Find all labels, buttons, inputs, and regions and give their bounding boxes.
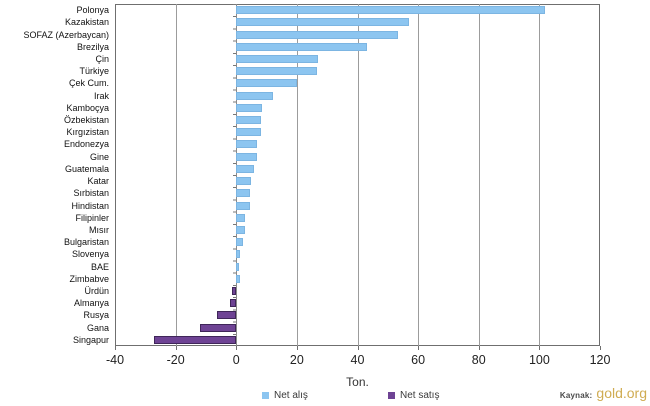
category-label-22: BAE <box>90 261 109 272</box>
x-tick-label-60: 60 <box>411 353 426 367</box>
bar-kambo-ya <box>236 103 263 112</box>
category-label-12: Endonezya <box>63 139 109 150</box>
category-label-13: Gine <box>89 151 109 162</box>
x-tick-mark-40 <box>358 346 359 350</box>
x-tick-label-0: 0 <box>232 353 240 367</box>
bar-s-rbistan <box>236 189 250 198</box>
category-label-21: Slovenya <box>71 249 109 260</box>
bar-brezilya <box>236 42 367 51</box>
bar--ek-cum- <box>236 79 297 88</box>
x-tick-label--40: -40 <box>105 353 125 367</box>
x-tick-label-80: 80 <box>471 353 486 367</box>
category-label-14: Guatemala <box>64 163 109 174</box>
category-label-11: Kırgızistan <box>66 127 109 138</box>
x-tick-label--20: -20 <box>166 353 185 367</box>
legend-label-net-alis: Net alış <box>274 390 308 401</box>
category-label-3: SOFAZ (Azerbaycan) <box>23 29 109 40</box>
bar-polonya <box>236 6 546 15</box>
category-label-4: Brezilya <box>76 41 109 52</box>
bar-almanya <box>230 299 237 308</box>
x-axis-title: Ton. <box>346 375 369 389</box>
category-label-20: Bulgaristan <box>63 237 109 248</box>
bar-gana <box>199 323 237 332</box>
bar-sofaz-azerbaycan- <box>236 30 399 39</box>
bar-irak <box>236 91 273 100</box>
category-label-24: Ürdün <box>84 286 109 297</box>
net-satis-swatch <box>388 392 395 399</box>
category-label-16: Sırbistan <box>73 188 109 199</box>
zero-axis-row-ticks <box>232 4 236 346</box>
gridline-20 <box>296 4 298 346</box>
bar-endonezya <box>236 140 258 149</box>
category-label-6: Türkiye <box>79 66 109 77</box>
x-tick-mark--20 <box>176 346 177 350</box>
bar-guatemala <box>236 164 255 173</box>
bar-t-rkiye <box>236 67 317 76</box>
category-label-26: Rusya <box>83 310 109 321</box>
category-label-18: Filipinler <box>75 212 109 223</box>
legend-item-net-satis: Net satış <box>388 390 439 401</box>
zero-axis-line <box>235 4 237 346</box>
category-label-1: Polonya <box>76 5 109 16</box>
bar-m-s-r <box>236 225 245 234</box>
bar--rd-n <box>232 287 237 296</box>
category-label-10: Özbekistan <box>63 115 109 126</box>
legend-item-net-alis: Net alış <box>262 390 308 401</box>
bar-slovenya <box>236 250 240 259</box>
category-label-15: Katar <box>87 176 109 187</box>
gridline-60 <box>417 4 419 346</box>
bar-bae <box>236 262 240 271</box>
category-label-28: Singapur <box>72 334 109 345</box>
x-tick-label-40: 40 <box>350 353 365 367</box>
source-prefix-label: Kaynak: <box>559 391 593 400</box>
category-label-23: Zimbabve <box>69 273 109 284</box>
category-label-17: Hindistan <box>71 200 109 211</box>
bar-singapur <box>154 335 237 344</box>
bar-filipinler <box>236 213 246 222</box>
gridline-100 <box>538 4 540 346</box>
bar-k-rg-zistan <box>236 128 261 137</box>
category-label-9: Kamboçya <box>66 102 109 113</box>
x-tick-mark--40 <box>115 346 116 350</box>
x-tick-mark-0 <box>236 346 237 350</box>
legend-label-net-satis: Net satış <box>400 390 440 401</box>
bar-zimbabve <box>236 274 240 283</box>
category-label-27: Gana <box>86 322 109 333</box>
bar-katar <box>236 177 252 186</box>
gridline-80 <box>478 4 480 346</box>
bar-gine <box>236 152 258 161</box>
x-tick-label-120: 120 <box>589 353 611 367</box>
x-tick-label-20: 20 <box>289 353 304 367</box>
bar-hindistan <box>236 201 250 210</box>
gridline-40 <box>357 4 359 346</box>
category-label-8: Irak <box>93 90 109 101</box>
category-label-25: Almanya <box>73 298 109 309</box>
bar--in <box>236 54 319 63</box>
x-tick-mark-60 <box>418 346 419 350</box>
bar--zbekistan <box>236 116 261 125</box>
bar-kazakistan <box>236 18 410 27</box>
x-tick-mark-20 <box>297 346 298 350</box>
net-alis-swatch <box>262 392 269 399</box>
x-tick-mark-120 <box>600 346 601 350</box>
category-label-2: Kazakistan <box>64 17 109 28</box>
source-link[interactable]: gold.org <box>596 385 647 401</box>
gridline--20 <box>175 4 177 346</box>
x-tick-mark-100 <box>539 346 540 350</box>
category-label-5: Çin <box>95 53 109 64</box>
x-tick-mark-80 <box>479 346 480 350</box>
source-attribution: Kaynak: gold.org <box>560 385 647 401</box>
category-axis-labels: Polonya Kazakistan SOFAZ (Azerbaycan) Brezi… <box>0 0 112 360</box>
category-label-7: Çek Cum. <box>68 78 109 89</box>
category-label-19: Mısır <box>89 224 109 235</box>
x-tick-label-100: 100 <box>528 353 550 367</box>
bar-rusya <box>216 311 237 320</box>
bar-bulgaristan <box>236 238 244 247</box>
